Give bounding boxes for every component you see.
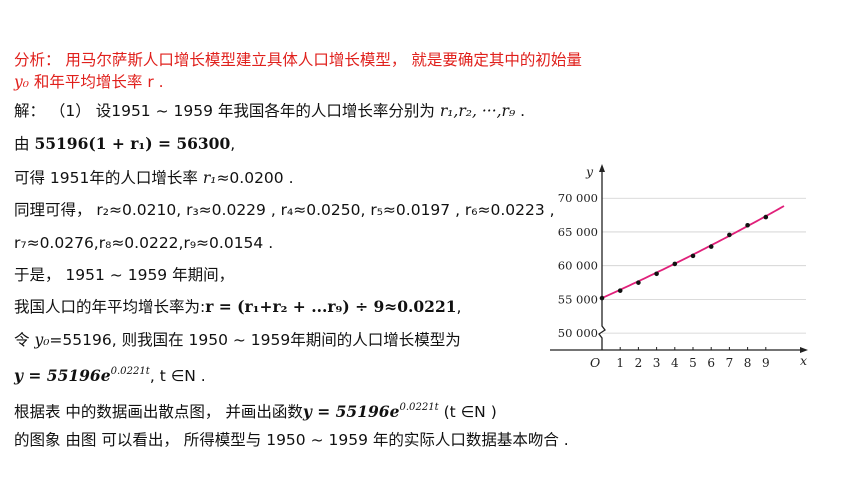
r1-symbol: r₁ <box>202 169 217 187</box>
x-axis-label: x <box>800 353 807 368</box>
similar-rates: 同理可得， r₂≈0.0210, r₃≈0.0229 , r₄≈0.0250, … <box>14 201 555 219</box>
r1-line: 可得 1951年的人口增长率 r₁≈0.0200 . <box>14 168 294 188</box>
analysis-line: 分析： 用马尔萨斯人口增长模型建立具体人口增长模型， 就是要确定其中的初始量 <box>14 50 582 70</box>
y-tick-label: 50 000 <box>558 326 598 340</box>
initial-quantity-symbol: y₀ <box>14 73 29 91</box>
y-tick-label: 65 000 <box>558 225 598 239</box>
data-point <box>690 253 696 259</box>
r1-value: ≈0.0200 . <box>216 169 294 187</box>
solution-intro-text: 解： （1） 设1951 ~ 1959 年我国各年的人口增长率分别为 <box>14 102 440 120</box>
plot-suffix: (t ∈N ) <box>438 403 497 421</box>
analysis-line-2: y₀ 和年平均增长率 r . <box>14 72 164 92</box>
model-line: y = 55196e0.0221t, t ∈N . <box>14 362 206 386</box>
population-scatter-chart: 50 000 55 000 60 000 65 000 70 000 1 2 3 4 5 6 7 8 9 O… <box>550 164 808 370</box>
data-point <box>617 288 623 293</box>
x-tick-label: 2 <box>635 356 643 370</box>
similar-line: 同理可得， r₂≈0.0210, r₃≈0.0229 , r₄≈0.0250, … <box>14 200 555 220</box>
so-line: 于是， 1951 ~ 1959 年期间， <box>14 265 234 285</box>
r7-r9-rates: r₇≈0.0276,r₈≈0.0222,r₉≈0.0154 . <box>14 234 274 252</box>
x-tick-label: 6 <box>707 356 715 370</box>
data-point <box>672 261 678 267</box>
equation-suffix: , <box>230 135 236 153</box>
x-tick-label: 8 <box>744 356 752 370</box>
y-axis-label: y <box>585 164 594 179</box>
equation-line: 由 55196(1 + r₁) = 56300, <box>14 134 235 154</box>
axis-labels: 50 000 55 000 60 000 65 000 70 000 1 2 3 4 5 6 7 8 9 O… <box>558 164 807 370</box>
conclusion-text: 的图象 由图 可以看出， 所得模型与 1950 ~ 1959 年的实际人口数据基… <box>14 431 569 449</box>
data-point <box>654 271 659 277</box>
data-point <box>599 295 605 301</box>
analysis-text: 分析： 用马尔萨斯人口增长模型建立具体人口增长模型， 就是要确定其中的初始量 <box>14 51 582 69</box>
x-tick-label: 1 <box>616 356 624 370</box>
y-gridlines <box>602 197 806 334</box>
let-rest: =55196, 则我国在 1950 ~ 1959年期间的人口增长模型为 <box>49 331 461 349</box>
r7-r9-line: r₇≈0.0276,r₈≈0.0222,r₉≈0.0154 . <box>14 233 273 253</box>
equation-prefix: 由 <box>14 135 35 153</box>
model-suffix: , t ∈N . <box>149 367 206 385</box>
average-prefix: 我国人口的年平均增长率为: <box>14 298 206 316</box>
plot-formula: y = 55196e <box>302 402 400 421</box>
x-tick-label: 9 <box>762 356 770 370</box>
average-formula: r = (r₁+r₂ + ...r₉) ÷ 9≈0.0221 <box>205 297 457 316</box>
data-point <box>727 232 732 238</box>
conclusion-line: 的图象 由图 可以看出， 所得模型与 1950 ~ 1959 年的实际人口数据基… <box>14 430 569 450</box>
data-points <box>599 214 769 301</box>
plot-line: 根据表 中的数据画出散点图， 并画出函数y = 55196e0.0221t (t… <box>14 398 497 422</box>
let-line: 令 y₀=55196, 则我国在 1950 ~ 1959年期间的人口增长模型为 <box>14 330 461 350</box>
average-suffix: , <box>456 298 462 316</box>
x-tick-label: 4 <box>671 356 679 370</box>
average-line: 我国人口的年平均增长率为:r = (r₁+r₂ + ...r₉) ÷ 9≈0.0… <box>14 297 461 317</box>
equation-r1: 55196(1 + r₁) = 56300 <box>34 134 231 153</box>
x-axis-arrow <box>800 347 808 353</box>
so-period-text: 于是， 1951 ~ 1959 年期间， <box>14 266 235 284</box>
y-tick-label: 55 000 <box>558 292 598 306</box>
y-tick-label: 70 000 <box>558 191 598 205</box>
analysis-text-2: 和年平均增长率 r . <box>28 73 164 91</box>
model-curve <box>601 205 785 299</box>
plot-exponent: 0.0221t <box>399 402 439 413</box>
y-axis-line <box>598 170 606 350</box>
let-prefix: 令 <box>14 331 35 349</box>
model-exponent: 0.0221t <box>110 366 150 377</box>
solution-intro-suffix: . <box>515 102 526 120</box>
y-tick-label: 60 000 <box>558 259 598 273</box>
r1-prefix: 可得 1951年的人口增长率 <box>14 169 203 187</box>
plot-prefix: 根据表 中的数据画出散点图， 并画出函数 <box>14 403 303 421</box>
growth-rate-vars: r₁,r₂, ···,r₉ <box>439 102 516 120</box>
solution-intro: 解： （1） 设1951 ~ 1959 年我国各年的人口增长率分别为 r₁,r₂… <box>14 101 525 121</box>
data-point <box>763 214 769 220</box>
data-point <box>636 280 641 285</box>
x-tick-label: 5 <box>689 356 697 370</box>
x-tick-label: 7 <box>726 356 734 370</box>
model-formula: y = 55196e <box>14 366 111 385</box>
x-tick-label: 3 <box>653 356 661 370</box>
data-point <box>745 222 750 228</box>
y0-symbol: y₀ <box>34 331 50 349</box>
y-axis-arrow <box>599 164 605 172</box>
origin-label: O <box>590 355 600 370</box>
data-point <box>708 244 714 249</box>
model-curve-line <box>601 205 785 299</box>
